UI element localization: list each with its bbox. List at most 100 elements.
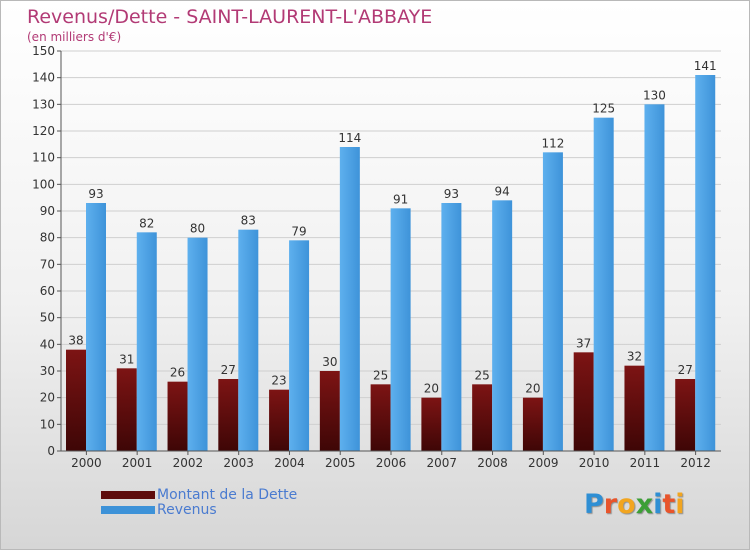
bar-revenus-2006 — [390, 208, 411, 451]
data-label-revenus-2000: 93 — [88, 187, 103, 201]
bar-debt-2012 — [675, 379, 696, 451]
y-tick-label: 70 — [40, 257, 55, 271]
bar-debt-2006 — [370, 384, 391, 451]
bar-debt-2007 — [421, 397, 442, 451]
y-tick-label: 150 — [32, 44, 55, 58]
x-tick-label: 2005 — [325, 456, 356, 470]
y-tick-label: 110 — [32, 151, 55, 165]
bar-revenus-2001 — [136, 232, 157, 451]
y-tick-label: 0 — [47, 444, 55, 458]
bar-revenus-2000 — [86, 203, 106, 451]
data-label-debt-2003: 27 — [221, 363, 236, 377]
bar-debt-2001 — [116, 368, 137, 451]
data-label-revenus-2012: 141 — [694, 59, 717, 73]
bar-debt-2005 — [319, 371, 340, 451]
legend-label-revenus: Revenus — [157, 501, 217, 518]
data-label-debt-2000: 38 — [68, 334, 83, 348]
bar-debt-2008 — [472, 384, 493, 451]
y-tick-label: 40 — [40, 337, 55, 351]
x-tick-label: 2007 — [426, 456, 457, 470]
data-label-revenus-2010: 125 — [592, 102, 615, 116]
data-label-revenus-2001: 82 — [139, 216, 154, 230]
logo-letter: i — [653, 489, 663, 520]
data-label-revenus-2007: 93 — [444, 187, 459, 201]
logo-letter: t — [662, 489, 676, 520]
data-label-debt-2002: 26 — [170, 366, 185, 380]
data-label-revenus-2006: 91 — [393, 192, 408, 206]
x-tick-label: 2001 — [122, 456, 153, 470]
legend-swatch-revenus — [101, 505, 155, 514]
data-label-debt-2001: 31 — [119, 352, 134, 366]
logo-letter: r — [603, 489, 618, 520]
y-tick-label: 50 — [40, 311, 55, 325]
x-tick-label: 2000 — [71, 456, 102, 470]
logo-letter: P — [584, 489, 604, 520]
bar-debt-2004 — [269, 389, 290, 451]
y-tick-label: 30 — [40, 364, 55, 378]
x-tick-label: 2009 — [528, 456, 559, 470]
bar-debt-2002 — [167, 381, 188, 451]
bar-debt-2010 — [573, 352, 594, 451]
chart-title: Revenus/Dette - SAINT-LAURENT-L'ABBAYE — [27, 6, 433, 28]
x-tick-label: 2012 — [680, 456, 711, 470]
data-label-debt-2009: 20 — [525, 382, 540, 396]
x-tick-label: 2002 — [173, 456, 204, 470]
data-label-revenus-2004: 79 — [291, 224, 306, 238]
legend-label-debt: Montant de la Dette — [157, 486, 298, 503]
bar-revenus-2002 — [187, 237, 208, 451]
logo-letter: i — [675, 489, 685, 520]
proxiti-logo: Proxiti — [584, 489, 685, 520]
data-label-debt-2012: 27 — [678, 363, 693, 377]
x-tick-label: 2008 — [477, 456, 508, 470]
data-label-revenus-2003: 83 — [241, 214, 256, 228]
data-label-revenus-2011: 130 — [643, 88, 666, 102]
legend-swatch-debt — [101, 490, 155, 499]
bar-revenus-2010 — [593, 117, 614, 452]
x-tick-label: 2011 — [630, 456, 661, 470]
logo-letter: o — [617, 489, 636, 520]
data-label-debt-2010: 37 — [576, 336, 591, 350]
y-tick-label: 140 — [32, 71, 55, 85]
bar-debt-2009 — [522, 397, 543, 451]
bar-debt-2000 — [66, 349, 86, 451]
y-tick-label: 80 — [40, 231, 55, 245]
bar-revenus-2008 — [492, 200, 513, 451]
data-label-revenus-2009: 112 — [541, 136, 564, 150]
bar-revenus-2005 — [339, 147, 360, 451]
y-tick-label: 90 — [40, 204, 55, 218]
bar-revenus-2009 — [542, 152, 563, 452]
bars — [66, 75, 716, 452]
legend-item-debt: Montant de la Dette — [101, 486, 298, 503]
bar-revenus-2007 — [441, 203, 462, 451]
data-label-debt-2005: 30 — [322, 355, 337, 369]
bar-revenus-2012 — [695, 75, 716, 451]
data-label-debt-2006: 25 — [373, 368, 388, 382]
y-tick-label: 130 — [32, 97, 55, 111]
bar-revenus-2003 — [238, 229, 259, 451]
y-tick-label: 120 — [32, 124, 55, 138]
data-label-debt-2011: 32 — [627, 350, 642, 364]
x-tick-label: 2010 — [579, 456, 610, 470]
bar-revenus-2004 — [289, 240, 310, 451]
data-label-revenus-2005: 114 — [338, 131, 361, 145]
axes: 0 10 20 30 40 50 60 70 80 90 100 110 120 130 140 150 200… — [32, 44, 721, 470]
data-label-debt-2004: 23 — [271, 374, 286, 388]
data-label-debt-2007: 20 — [424, 382, 439, 396]
data-label-revenus-2008: 94 — [495, 184, 510, 198]
data-label-debt-2008: 25 — [475, 368, 490, 382]
y-tick-label: 10 — [40, 417, 55, 431]
x-tick-label: 2003 — [223, 456, 254, 470]
legend: Montant de la Dette Revenus — [101, 486, 298, 518]
bar-debt-2011 — [624, 365, 645, 451]
y-tick-label: 100 — [32, 177, 55, 191]
value-labels: 38 93 31 82 26 80 27 83 23 79 30 114 25 91 20 93 25 94 20 1… — [68, 59, 716, 396]
x-tick-label: 2004 — [274, 456, 305, 470]
x-tick-label: 2006 — [376, 456, 407, 470]
legend-item-revenus: Revenus — [101, 501, 297, 518]
y-tick-label: 60 — [40, 284, 55, 298]
data-label-revenus-2002: 80 — [190, 222, 205, 236]
y-tick-label: 20 — [40, 391, 55, 405]
chart-subtitle: (en milliers d'€) — [27, 30, 122, 44]
